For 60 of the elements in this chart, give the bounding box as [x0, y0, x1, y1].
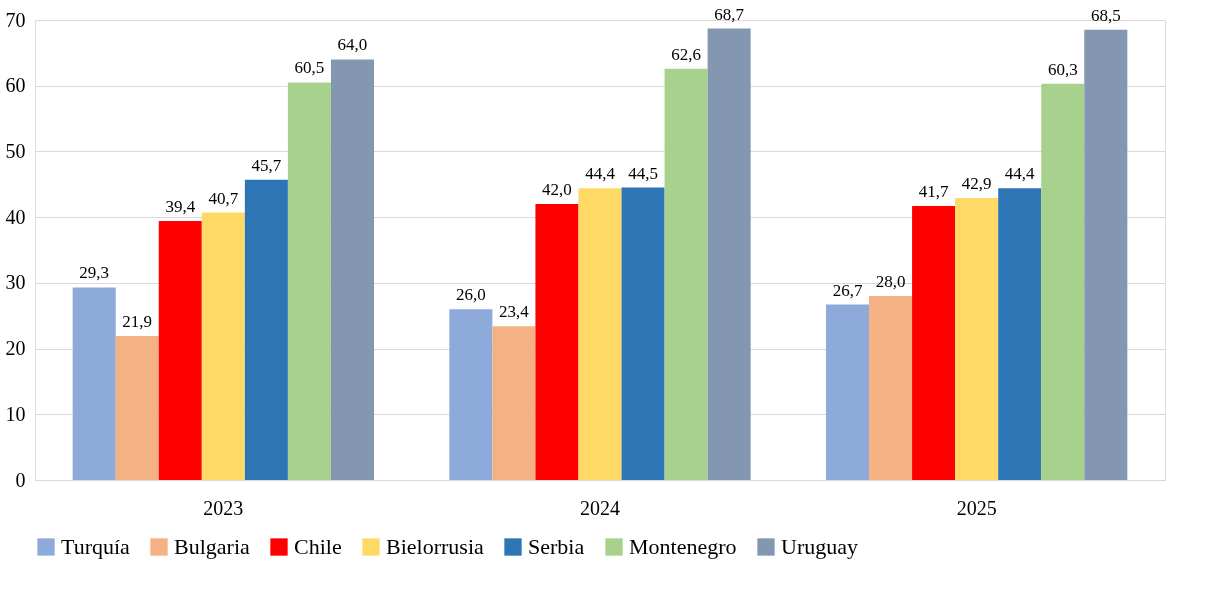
legend-label: Chile: [294, 534, 342, 559]
data-label: 60,5: [294, 58, 325, 78]
data-label: 41,7: [918, 181, 949, 201]
legend-label: Montenegro: [629, 534, 737, 559]
x-tick-label: 2023: [203, 496, 244, 519]
data-label: 21,9: [122, 312, 153, 332]
x-tick-label: 2025: [956, 496, 997, 519]
y-tick-label: 20: [5, 337, 26, 360]
data-label: 42,9: [961, 174, 992, 194]
data-label: 44,5: [628, 163, 658, 183]
bar: [578, 188, 622, 480]
y-tick-label: 50: [5, 139, 26, 162]
data-label: 68,5: [1090, 5, 1121, 25]
bar: [287, 82, 331, 480]
y-tick-label: 70: [5, 8, 26, 31]
data-label: 64,0: [337, 35, 368, 55]
data-label: 28,0: [875, 272, 906, 291]
y-tick-label: 0: [15, 468, 26, 491]
y-tick-label: 60: [5, 74, 26, 97]
bar: [115, 336, 159, 480]
bar: [621, 187, 665, 480]
bar: [998, 188, 1042, 480]
bar: [955, 198, 999, 480]
bar: [492, 326, 536, 480]
data-label: 39,4: [165, 197, 196, 217]
bar: [535, 204, 579, 480]
y-tick-label: 40: [5, 205, 26, 228]
bar: [912, 205, 956, 480]
data-label: 62,6: [671, 44, 701, 64]
data-label: 44,4: [1004, 164, 1036, 184]
data-label: 45,7: [251, 155, 282, 175]
data-label: 26,7: [832, 280, 863, 300]
data-label: 60,3: [1047, 59, 1078, 79]
data-label: 29,3: [79, 263, 110, 283]
data-label: 23,4: [499, 302, 530, 322]
data-label: 40,7: [208, 188, 239, 208]
bar: [449, 309, 493, 480]
data-label: 26,0: [455, 285, 486, 305]
y-tick-label: 30: [5, 271, 26, 294]
data-label: 44,4: [585, 164, 616, 184]
bar: [1041, 83, 1085, 480]
bar: [244, 179, 288, 480]
bar: [869, 296, 913, 480]
legend-label: Uruguay: [781, 534, 858, 559]
data-label: 42,0: [542, 180, 572, 199]
bar: [707, 28, 751, 480]
legend-label: Bulgaria: [174, 534, 250, 559]
y-tick-label: 10: [5, 402, 26, 425]
data-label: 68,7: [714, 4, 745, 24]
legend-label: Turquía: [61, 534, 131, 559]
bar: [330, 59, 374, 480]
bar: [158, 221, 202, 480]
bar: [201, 212, 245, 480]
legend-label: Serbia: [528, 534, 585, 559]
bar: [664, 68, 708, 480]
x-tick-label: 2024: [580, 496, 620, 519]
bar: [826, 304, 870, 480]
bar: [72, 287, 116, 480]
bar: [1084, 29, 1128, 480]
legend-label: Bielorrusia: [386, 534, 484, 559]
